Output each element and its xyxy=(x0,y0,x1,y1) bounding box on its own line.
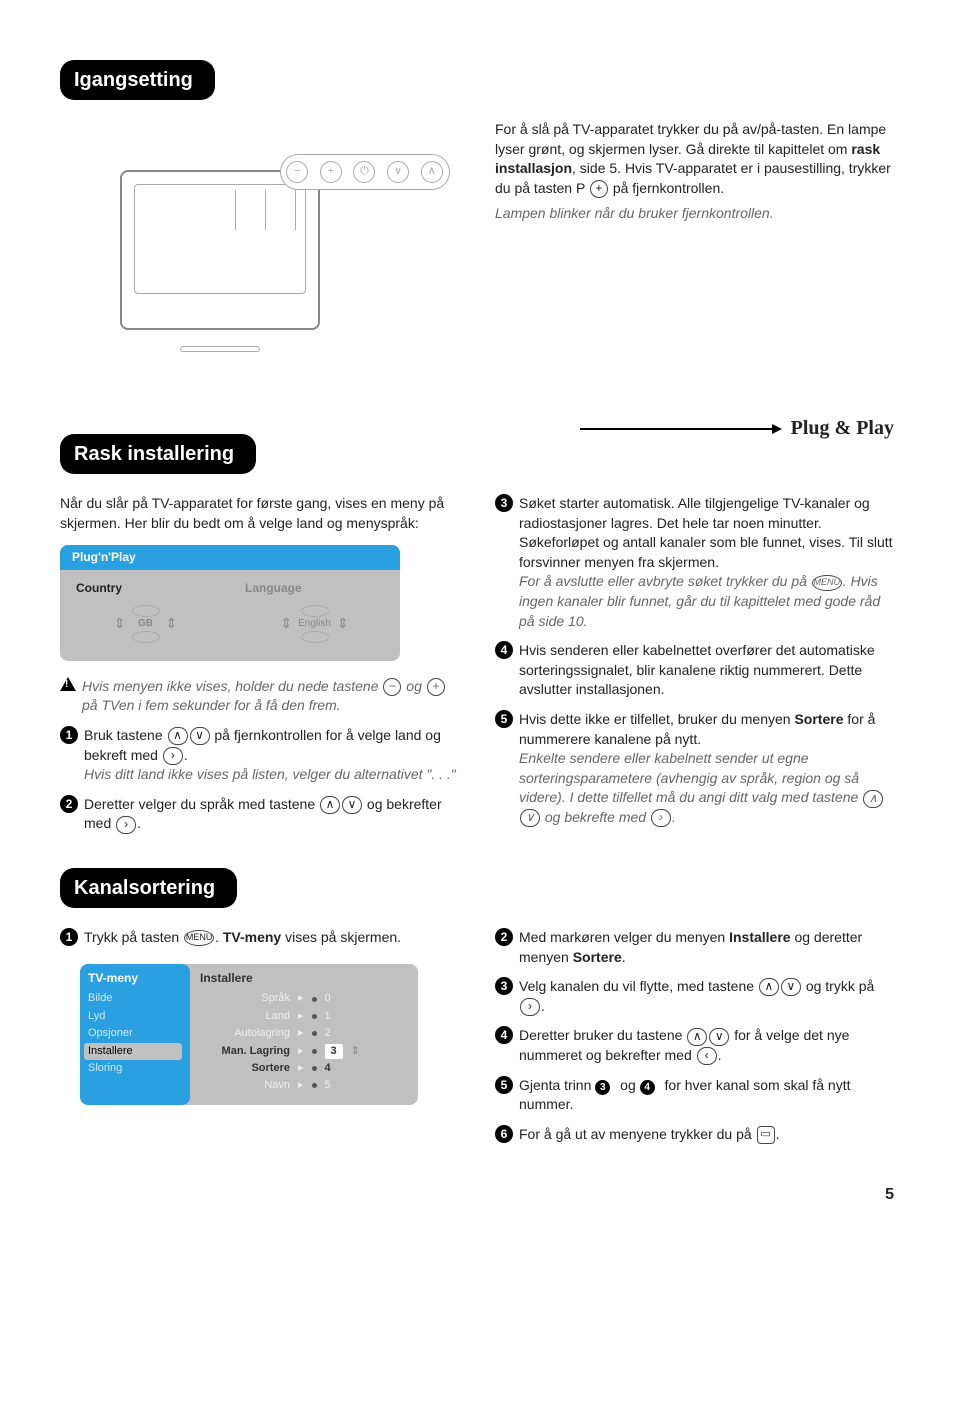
igangsetting-para1: For å slå på TV-apparatet trykker du på … xyxy=(495,120,894,198)
kanal-step6: 6 For å gå ut av menyene trykker du på ▭… xyxy=(495,1125,894,1145)
menu-icon: MENU xyxy=(184,930,214,946)
right-icon: › xyxy=(116,816,136,834)
kanal-step4: 4 Deretter bruker du tastene ∧∨ for å ve… xyxy=(495,1026,894,1065)
tv-btn-plus: + xyxy=(320,161,342,183)
section-igangsetting: Igangsetting − + ⏻ ∨ ∧ xyxy=(60,60,894,390)
bullet-6: 6 xyxy=(495,1125,513,1143)
tv-btn-minus: − xyxy=(286,161,308,183)
up-icon: ∧ xyxy=(687,1028,707,1046)
bullet-1: 1 xyxy=(60,726,78,744)
down-icon: ∨ xyxy=(781,978,801,996)
kanal-step3: 3 Velg kanalen du vil flytte, med tasten… xyxy=(495,977,894,1016)
section-rask: Rask installering Når du slår på TV-appa… xyxy=(60,434,894,844)
rask-step4: 4 Hvis senderen eller kabelnettet overfø… xyxy=(495,641,894,700)
tv-btn-up: ∧ xyxy=(421,161,443,183)
tvm-right-row: Land▸1 xyxy=(200,1008,406,1025)
igangsetting-para2: Lampen blinker når du bruker fjernkontro… xyxy=(495,204,894,224)
bullet-1: 1 xyxy=(60,928,78,946)
down-icon: ∨ xyxy=(342,796,362,814)
bullet-2: 2 xyxy=(60,795,78,813)
warning-note: Hvis menyen ikke vises, holder du nede t… xyxy=(60,677,459,716)
tvm-right-row: Autolagring▸2 xyxy=(200,1025,406,1042)
right-icon: › xyxy=(163,747,183,765)
arrow-left-icon: ⇕ xyxy=(280,614,292,634)
tvm-left-item: Sloring xyxy=(88,1060,182,1077)
kanal-step2: 2 Med markøren velger du menyen Installe… xyxy=(495,928,894,967)
tvm-right-row: Man. Lagring▸3⇕ xyxy=(200,1043,406,1060)
down-icon: ∨ xyxy=(709,1028,729,1046)
kanal-step5: 5 Gjenta trinn 3 og 4 for hver kanal som… xyxy=(495,1076,894,1115)
arrow-right-icon: ⇕ xyxy=(166,614,178,634)
tv-menu-box: TV-meny BildeLydOpsjonerInstallereSlorin… xyxy=(80,964,459,1105)
up-icon: ∧ xyxy=(320,796,340,814)
right-icon: › xyxy=(520,998,540,1016)
section-title-2: Rask installering xyxy=(60,434,256,474)
pnp-header: Plug'n'Play xyxy=(60,545,400,570)
section-title-1: Igangsetting xyxy=(60,60,215,100)
bullet-3: 3 xyxy=(495,977,513,995)
kanal-step1: 1 Trykk på tasten MENU. TV-meny vises på… xyxy=(60,928,459,948)
warning-icon xyxy=(60,677,76,691)
bullet-5: 5 xyxy=(495,1076,513,1094)
arrow-left-icon: ⇕ xyxy=(114,614,126,634)
tvm-left-item: Installere xyxy=(84,1043,182,1060)
inline-bullet-4: 4 xyxy=(640,1080,655,1095)
rask-step5: 5 Hvis dette ikke er tilfellet, bruker d… xyxy=(495,710,894,828)
up-icon: ∧ xyxy=(759,978,779,996)
tvm-right-row: Navn▸5 xyxy=(200,1077,406,1094)
bullet-5: 5 xyxy=(495,710,513,728)
section-kanalsortering: Kanalsortering 1 Trykk på tasten MENU. T… xyxy=(60,868,894,1154)
bullet-4: 4 xyxy=(495,641,513,659)
tvm-left-item: Lyd xyxy=(88,1008,182,1025)
rask-step2: 2 Deretter velger du språk med tastene ∧… xyxy=(60,795,459,834)
tv-illustration: − + ⏻ ∨ ∧ xyxy=(90,130,430,360)
curved-arrow-icon xyxy=(50,1034,90,1035)
bullet-2: 2 xyxy=(495,928,513,946)
menu-icon: MENU xyxy=(812,575,842,591)
tvm-right-row: Sortere▸4 xyxy=(200,1060,406,1077)
tvm-right-row: Språk▸0 xyxy=(200,990,406,1007)
tv-button-bar: − + ⏻ ∨ ∧ xyxy=(280,154,450,190)
up-icon: ∧ xyxy=(168,727,188,745)
tv-btn-down: ∨ xyxy=(387,161,409,183)
pnp-language-label: Language xyxy=(245,580,384,597)
exit-icon: ▭ xyxy=(757,1126,775,1144)
up-icon: ∧ xyxy=(863,790,883,808)
right-icon: › xyxy=(651,809,671,827)
inline-bullet-3: 3 xyxy=(595,1080,610,1095)
tv-btn-power: ⏻ xyxy=(353,161,375,183)
rask-intro: Når du slår på TV-apparatet for første g… xyxy=(60,494,459,533)
plus-icon: + xyxy=(590,180,608,198)
page-number: 5 xyxy=(60,1184,894,1206)
plus-icon: + xyxy=(427,678,445,696)
rask-step1: 1 Bruk tastene ∧∨ på fjernkontrollen for… xyxy=(60,726,459,785)
arrow-icon xyxy=(580,428,780,430)
arrow-right-icon: ⇕ xyxy=(337,614,349,634)
down-icon: ∨ xyxy=(520,809,540,827)
pnp-country-label: Country xyxy=(76,580,215,597)
minus-icon: − xyxy=(383,678,401,696)
plugnplay-box: Plug'n'Play Country ⇕ GB ⇕ xyxy=(60,545,400,661)
bullet-3: 3 xyxy=(495,494,513,512)
rask-step3: 3 Søket starter automatisk. Alle tilgjen… xyxy=(495,494,894,631)
down-icon: ∨ xyxy=(190,727,210,745)
left-icon: ‹ xyxy=(697,1047,717,1065)
section-title-3: Kanalsortering xyxy=(60,868,237,908)
tvm-left-item: Opsjoner xyxy=(88,1025,182,1042)
tvm-left-item: Bilde xyxy=(88,990,182,1007)
bullet-4: 4 xyxy=(495,1026,513,1044)
